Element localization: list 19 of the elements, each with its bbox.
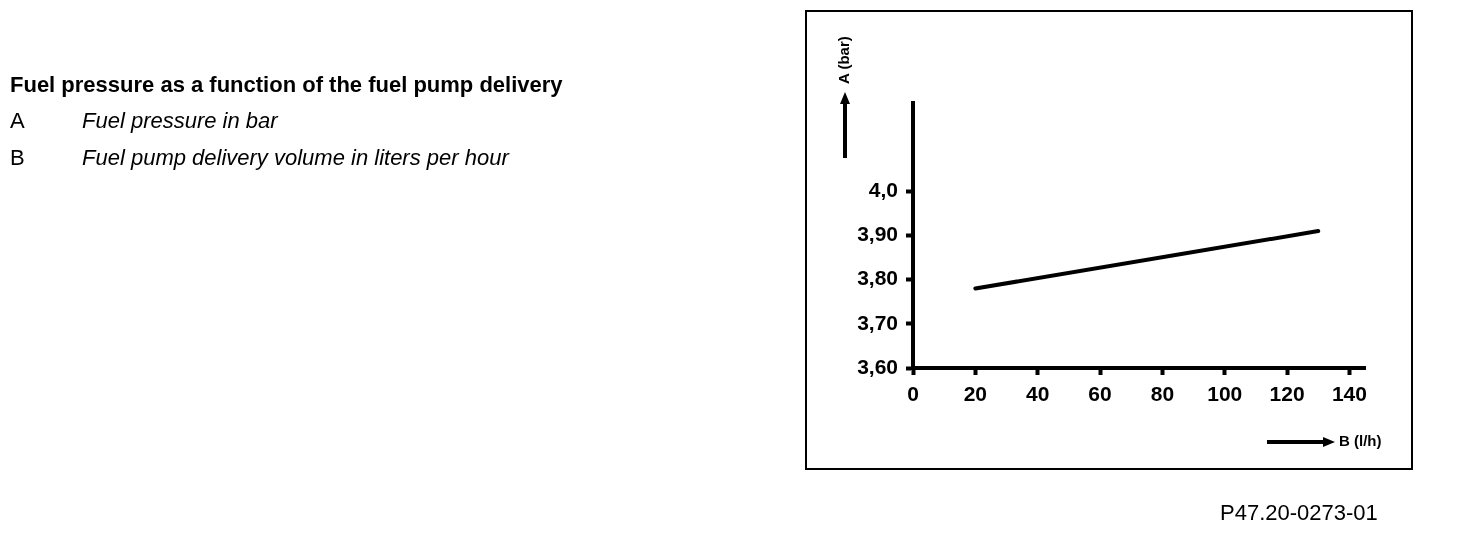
x-tick-label: 80 [1150,382,1175,406]
x-tick-label: 120 [1269,382,1305,406]
text: B Fuel pump delivery volume in liters per hour [10,145,509,170]
y-tick-label: 3,90 [857,222,898,246]
y-tick-label: 3,60 [857,354,898,378]
y-tick-label: 4,0 [868,178,898,202]
x-axis-title: B (l/h) [1339,432,1382,450]
y-tick-label: 3,80 [857,266,898,290]
x-tick-label: 140 [1331,382,1367,406]
x-tick-label: 0 [907,382,919,406]
text: Fuel pressure as a function of the fuel pump delivery [10,72,563,98]
y-axis-title: A (bar) [835,36,853,84]
x-tick-label: 20 [963,382,988,406]
text: P47.20-0273-01 [1220,500,1378,526]
x-tick-label: 100 [1207,382,1243,406]
y-tick-label: 3,70 [857,310,898,334]
x-tick-label: 60 [1088,382,1112,406]
x-tick-label: 40 [1026,382,1050,406]
text: A Fuel pressure in bar [10,108,278,133]
